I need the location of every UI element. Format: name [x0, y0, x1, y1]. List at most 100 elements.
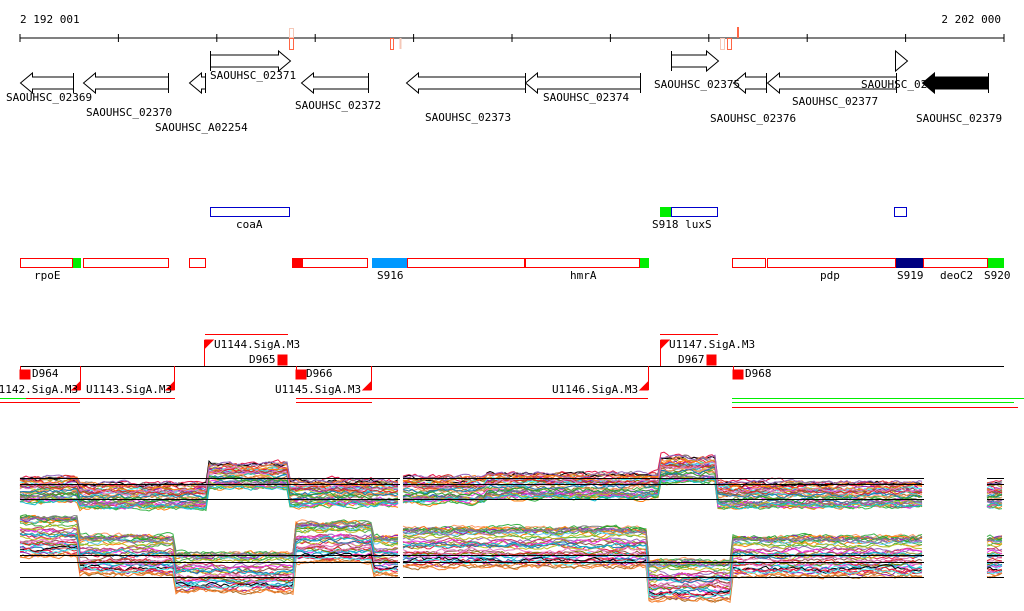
expression-trace [402, 535, 923, 577]
expression-trace [986, 546, 1003, 552]
gene-arrow-02371[interactable] [210, 49, 292, 73]
feature-track-2: rpoE S916 hmrA pdp S919 deoC2 S920 [20, 258, 1011, 282]
gene-arrow-02370[interactable] [82, 71, 169, 95]
gene-label: SAOUHSC_02373 [425, 111, 511, 124]
expression-trace [402, 525, 923, 568]
promoter-U1147[interactable] [660, 339, 671, 350]
ruler-mark [727, 38, 732, 50]
expression-trace [19, 528, 399, 571]
feature-red[interactable] [83, 258, 169, 268]
feature-red[interactable] [732, 258, 766, 268]
transcript-label: U1142.SigA.M3 [0, 383, 78, 396]
promoter-D967[interactable] [706, 354, 717, 366]
transcript-label: U1147.SigA.M3 [669, 338, 755, 351]
expression-trace [402, 546, 923, 588]
gene-arrow-02379[interactable] [921, 71, 989, 95]
feature-label-s918-luxs: S918 luxS [652, 218, 712, 231]
transcript-label: U1144.SigA.M3 [214, 338, 300, 351]
expression-trace [987, 540, 1003, 543]
feature-S916[interactable] [372, 258, 407, 268]
feature-label-coaA: coaA [236, 218, 263, 231]
gene-arrow-02376[interactable] [732, 71, 767, 95]
gene-label: SAOUHSC_02374 [543, 91, 629, 104]
gene-arrow-A02254[interactable] [188, 71, 206, 95]
expression-trace [19, 540, 399, 582]
expression-trace [19, 460, 399, 490]
ruler-mark [289, 28, 294, 38]
promoter-D966[interactable] [295, 369, 307, 380]
expression-trace [402, 468, 923, 501]
expression-trace [986, 570, 1003, 575]
promoter-U1144[interactable] [204, 339, 215, 350]
feature-S919[interactable] [896, 258, 923, 268]
gene-label: SAOUHSC_02371 [210, 69, 296, 82]
expression-trace [986, 569, 1003, 573]
promoter-U1143[interactable] [164, 380, 175, 391]
expression-trace [986, 483, 1003, 487]
expression-trace [402, 533, 923, 574]
expression-track [19, 451, 1004, 604]
gene-arrow-02369[interactable] [19, 71, 74, 95]
feature-green[interactable] [73, 258, 81, 268]
gene-arrow-02373[interactable] [405, 71, 526, 95]
feature-label-deoC2: deoC2 [940, 269, 973, 282]
expression-trace [986, 488, 1003, 494]
expression-trace [19, 545, 399, 589]
feature-S918[interactable] [660, 207, 671, 217]
gene-label: SAOUHSC_02370 [86, 106, 172, 119]
expression-trace [19, 475, 399, 503]
expression-trace [986, 557, 1003, 562]
feature-red-filled[interactable] [292, 258, 302, 268]
gene-label: SAOUHSC_02375 [654, 78, 740, 91]
promoter-U1142[interactable] [70, 380, 81, 391]
feature-hmrA[interactable] [525, 258, 640, 268]
expression-trace [402, 529, 923, 569]
gene-arrow-02377[interactable] [766, 71, 897, 95]
feature-label-S919: S919 [897, 269, 924, 282]
feature-small[interactable] [894, 207, 907, 217]
expression-trace [986, 543, 1003, 548]
transcript-label: U1146.SigA.M3 [552, 383, 638, 396]
feature-luxS[interactable] [671, 207, 718, 217]
feature-label-S920: S920 [984, 269, 1011, 282]
gene-arrow-02378[interactable] [895, 49, 909, 73]
gene-arrow-02372[interactable] [300, 71, 369, 95]
expression-trace [402, 470, 923, 504]
expression-trace [402, 460, 923, 494]
gene-arrow-02374[interactable] [524, 71, 641, 95]
feature-red[interactable] [189, 258, 206, 268]
expression-trace [402, 467, 923, 501]
promoter-D965[interactable] [277, 354, 288, 366]
expression-trace [19, 466, 399, 496]
expression-trace [402, 477, 923, 510]
gene-label: SAOUHSC_A02254 [155, 121, 248, 134]
ruler-end-label: 2 202 000 [941, 13, 1001, 26]
expression-trace [402, 472, 923, 507]
gene-arrow-02375[interactable] [671, 49, 720, 73]
transcript-label: U1143.SigA.M3 [86, 383, 172, 396]
promoter-U1145[interactable] [361, 380, 372, 391]
expression-trace [986, 494, 1003, 499]
transcript-track: D964 U1142.SigA.M3 U1143.SigA.M3 U1144.S… [0, 334, 1024, 408]
feature-rpoE[interactable] [20, 258, 73, 268]
feature-label-hmrA: hmrA [570, 269, 597, 282]
feature-coaA[interactable] [210, 207, 290, 217]
expression-trace [986, 487, 1003, 493]
promoter-D964[interactable] [19, 369, 31, 380]
transcript-label: D965 [249, 353, 276, 366]
expression-trace [402, 558, 923, 599]
expression-trace [402, 454, 923, 486]
feature-deoC2[interactable] [923, 258, 988, 268]
promoter-D968[interactable] [732, 369, 744, 380]
expression-trace [986, 489, 1003, 494]
feature-red[interactable] [302, 258, 368, 268]
promoter-U1146[interactable] [638, 380, 649, 391]
coordinate-ruler: 2 192 001 2 202 000 [19, 13, 1005, 50]
feature-green[interactable] [640, 258, 649, 268]
expression-trace [19, 532, 399, 576]
feature-red[interactable] [407, 258, 525, 268]
expression-trace [986, 541, 1003, 547]
feature-pdp[interactable] [767, 258, 896, 268]
feature-S920[interactable] [988, 258, 1004, 268]
expression-trace [986, 549, 1003, 555]
